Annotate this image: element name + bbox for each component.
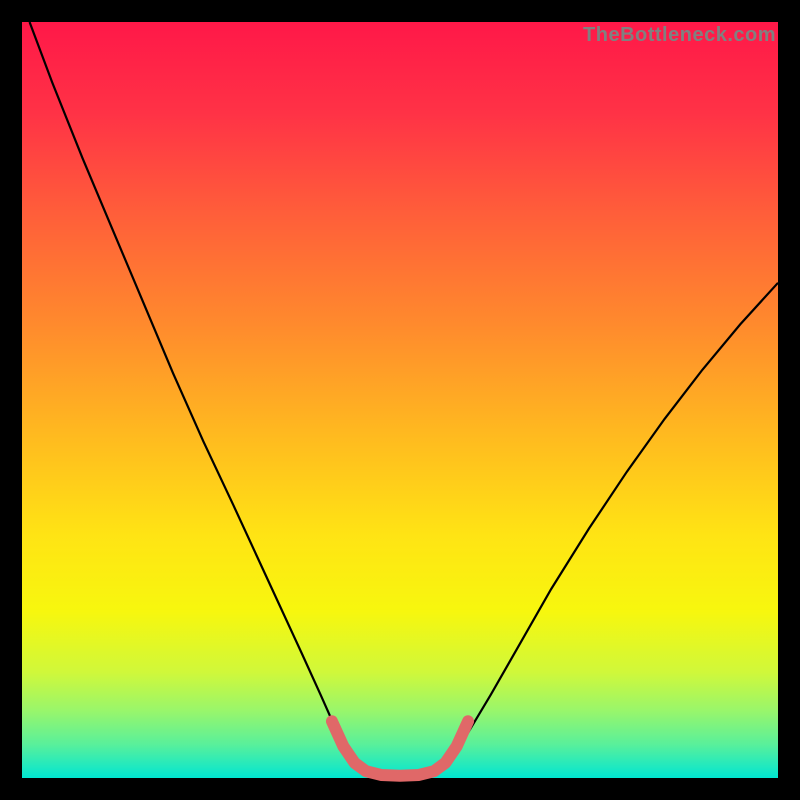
bottleneck-chart xyxy=(0,0,800,800)
watermark-text: TheBottleneck.com xyxy=(583,24,776,47)
